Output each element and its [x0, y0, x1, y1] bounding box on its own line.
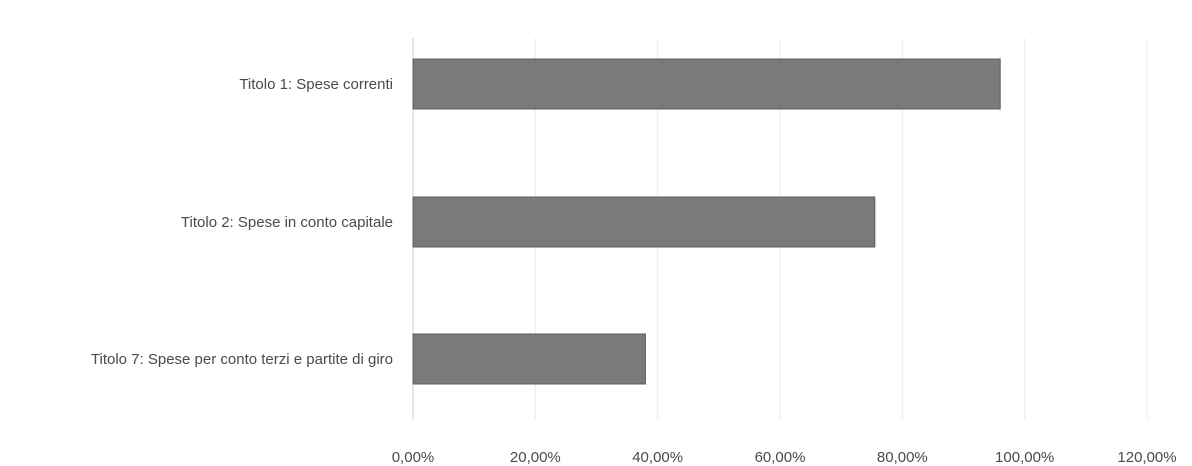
category-labels: Titolo 1: Spese correnti Titolo 2: Spese … [91, 76, 393, 368]
category-label: Titolo 2: Spese in conto capitale [181, 214, 393, 231]
x-tick-label: 100,00% [995, 449, 1054, 466]
x-axis-tick-labels: 0,00% 20,00% 40,00% 60,00% 80,00% 100,00% 120,… [392, 449, 1177, 466]
category-label: Titolo 7: Spese per conto terzi e partit… [91, 351, 393, 368]
bar [412, 58, 1001, 110]
x-tick-label: 60,00% [755, 449, 806, 466]
x-tick-label: 0,00% [392, 449, 435, 466]
x-tick-label: 120,00% [1117, 449, 1176, 466]
x-tick-label: 20,00% [510, 449, 561, 466]
x-tick-label: 40,00% [632, 449, 683, 466]
bar [412, 333, 646, 385]
x-tick-label: 80,00% [877, 449, 928, 466]
bar [412, 196, 876, 248]
category-label: Titolo 1: Spese correnti [239, 76, 393, 93]
bar-layer [412, 58, 1001, 385]
